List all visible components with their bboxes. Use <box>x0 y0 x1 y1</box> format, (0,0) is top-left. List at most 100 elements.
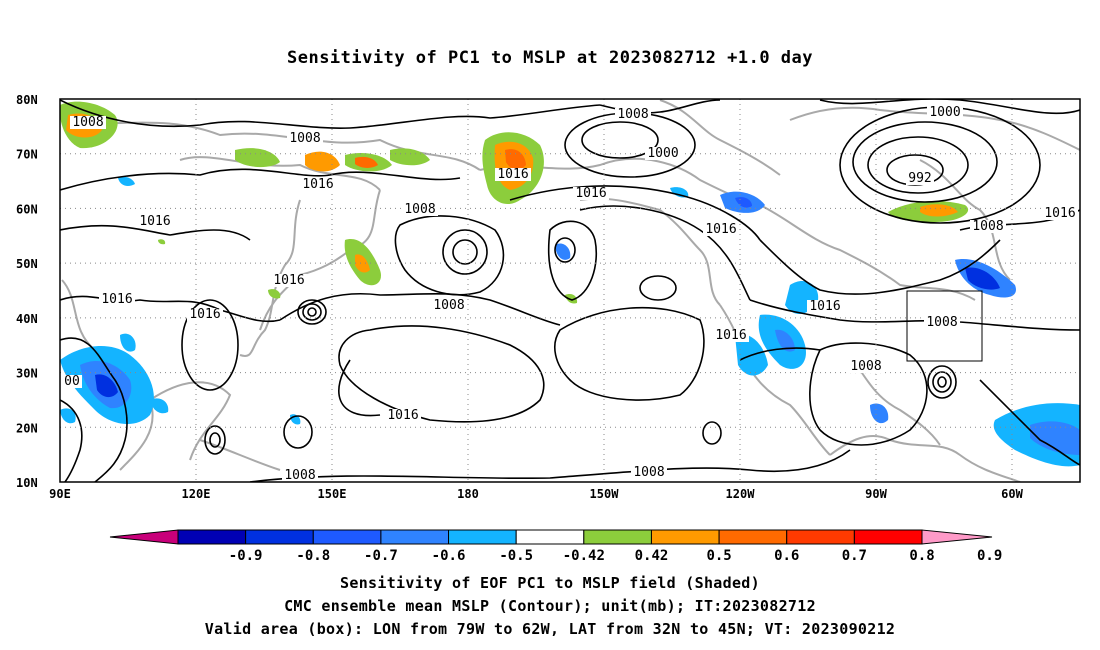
colorbar-tick-label: 0.9 <box>977 548 1002 564</box>
contour-label-bg <box>282 469 318 482</box>
contour-label-bg <box>300 178 336 191</box>
contour-label: 1008 <box>850 359 881 374</box>
contour-label-bg <box>807 300 843 313</box>
contour-label: 1008 <box>633 465 664 480</box>
colorbar-tick-label: 0.5 <box>706 548 731 564</box>
contour-label-bg <box>271 274 307 287</box>
lon-tick-label: 180 <box>457 487 479 501</box>
colorbar-swatch <box>312 529 382 545</box>
contour-label: 00 <box>64 374 80 389</box>
mslp-contours <box>60 99 1080 482</box>
contour-label-bg <box>137 215 173 228</box>
contour-label: 1016 <box>101 292 132 307</box>
contour-label-bg <box>703 223 739 236</box>
lon-tick-label: 90E <box>49 487 71 501</box>
lat-tick-label: 20N <box>16 421 38 435</box>
contour-label-bg <box>645 147 681 160</box>
colorbar-tick-label: -0.42 <box>563 548 605 564</box>
contour-label: 1008 <box>72 115 103 130</box>
colorbar-tick-label: 0.42 <box>635 548 669 564</box>
colorbar-swatch <box>245 529 314 545</box>
contour-label: 1008 <box>433 298 464 313</box>
contour-label-bg <box>848 360 884 373</box>
lat-tick-label: 60N <box>16 202 38 216</box>
lat-tick-label: 10N <box>16 476 38 490</box>
colorbar-swatch <box>718 529 788 545</box>
lat-tick-label: 80N <box>16 93 38 107</box>
contour-label-bg <box>1042 207 1078 220</box>
colorbar-swatch <box>853 529 923 545</box>
contour-label: 1016 <box>497 167 528 182</box>
contour-label-bg <box>970 220 1006 233</box>
colorbar-swatch <box>448 529 517 545</box>
contour-label: 1016 <box>715 328 746 343</box>
lat-tick-label: 40N <box>16 312 38 326</box>
colorbar-swatch <box>177 529 247 545</box>
contour-label: 1008 <box>404 202 435 217</box>
colorbar-swatch <box>583 529 652 545</box>
colorbar-tick-label: 0.6 <box>774 548 799 564</box>
contour-label: 1016 <box>575 186 606 201</box>
plot-frame <box>59 98 1081 483</box>
colorbar-swatch <box>380 529 450 545</box>
contour-label: 1016 <box>705 222 736 237</box>
contour-label-bg <box>906 172 934 185</box>
lat-tick-label: 70N <box>16 148 38 162</box>
contour-label: 1016 <box>809 299 840 314</box>
contour-label: 1008 <box>289 131 320 146</box>
lat-tick-label: 30N <box>16 367 38 381</box>
contour-labels: 1008 1008 1016 1008 1000 1016 1016 1016 1000 992 1… <box>62 105 1078 483</box>
contour-label: 1000 <box>929 105 960 120</box>
lon-tick-label: 150W <box>590 487 620 501</box>
colorbar-swatch <box>515 529 585 545</box>
contour-label-bg <box>573 187 609 200</box>
contour-label-bg <box>927 106 963 119</box>
contour-label: 1008 <box>617 107 648 122</box>
contour-label-bg <box>62 375 82 388</box>
contour-label: 1016 <box>273 273 304 288</box>
map-title: Sensitivity of PC1 to MSLP at 2023082712… <box>286 48 813 68</box>
contour-label: 1008 <box>284 468 315 483</box>
colorbar-tick-label: 0.7 <box>842 548 867 564</box>
lon-tick-label: 90W <box>865 487 887 501</box>
longitude-labels: 90E 120E 150E 180 150W 120W 90W 60W <box>49 487 1023 501</box>
latitude-labels: 80N 70N 60N 50N 40N 30N 20N 10N <box>16 93 38 490</box>
colorbar-min-arrow <box>109 529 179 545</box>
contour-label: 1016 <box>302 177 333 192</box>
contour-label-bg <box>385 409 421 422</box>
colorbar-max-arrow <box>921 529 993 545</box>
colorbar-swatch <box>786 529 855 545</box>
colorbar-tick-label: 0.8 <box>909 548 934 564</box>
contour-label: 1016 <box>387 408 418 423</box>
caption-contour: CMC ensemble mean MSLP (Contour); unit(m… <box>284 597 816 615</box>
contour-label-bg <box>713 329 749 342</box>
colorbar-tick-label: -0.9 <box>229 548 263 564</box>
contour-label-bg <box>70 116 106 129</box>
caption-shading: Sensitivity of EOF PC1 to MSLP field (Sh… <box>340 574 760 592</box>
colorbar-tick-label: -0.8 <box>296 548 330 564</box>
contour-label-bg <box>99 293 135 306</box>
contour-label: 1016 <box>1044 206 1075 221</box>
lon-tick-label: 120W <box>726 487 756 501</box>
lon-tick-label: 120E <box>182 487 211 501</box>
colorbar-tick-label: -0.6 <box>432 548 466 564</box>
contour-label: 1008 <box>972 219 1003 234</box>
contour-label-bg <box>631 466 667 479</box>
contour-label-bg <box>402 203 438 216</box>
contour-label-bg <box>615 108 651 121</box>
contour-label: 1000 <box>647 146 678 161</box>
valid-area-box <box>906 290 983 362</box>
contour-label-bg <box>924 316 960 329</box>
colorbar: -0.9 -0.8 -0.7 -0.6 -0.5 -0.42 0.42 0.5 0.6 0.7 0.… <box>109 529 1002 564</box>
gridlines <box>60 99 1080 482</box>
contour-label-bg <box>187 308 223 321</box>
contour-label: 1016 <box>189 307 220 322</box>
contour-label-bg <box>431 299 467 312</box>
lon-tick-label: 60W <box>1001 487 1023 501</box>
colorbar-swatch <box>650 529 720 545</box>
colorbar-tick-label: -0.5 <box>499 548 533 564</box>
colorbar-tick-label: -0.7 <box>364 548 398 564</box>
caption-valid-area: Valid area (box): LON from 79W to 62W, L… <box>204 620 896 638</box>
lat-tick-label: 50N <box>16 257 38 271</box>
